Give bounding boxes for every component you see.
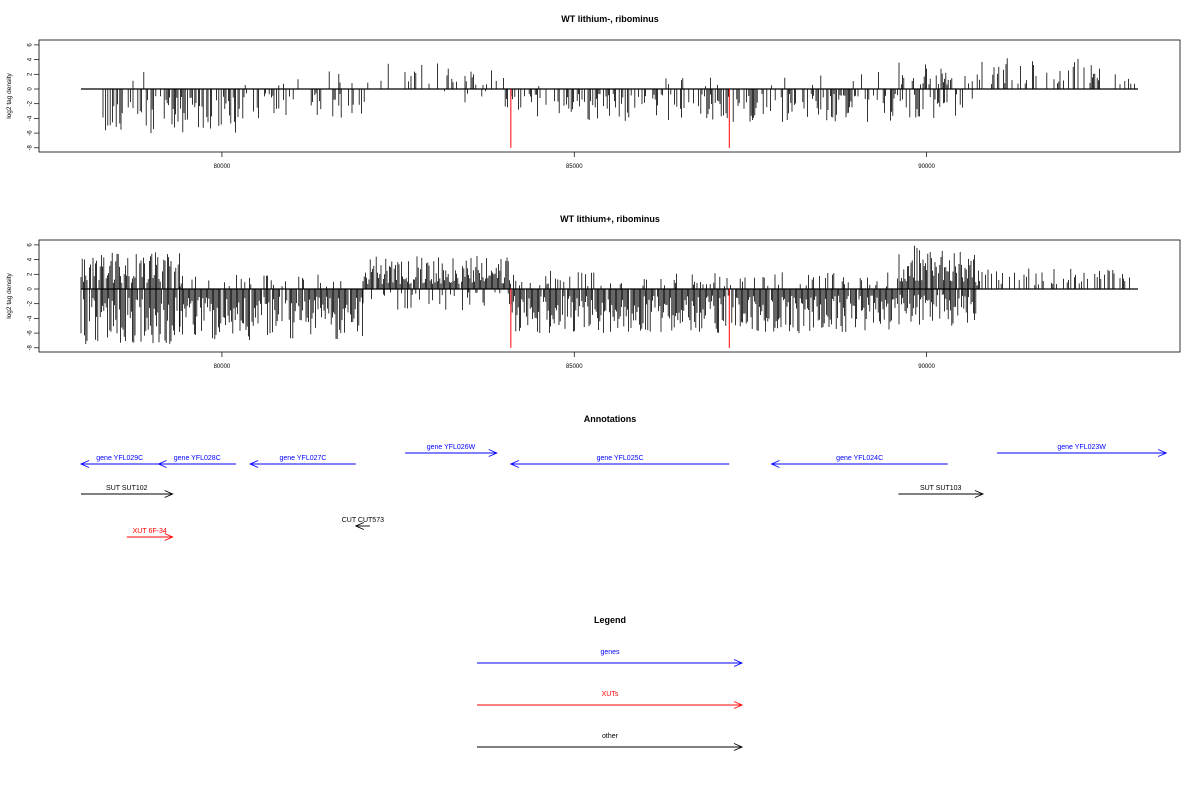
annotation-label: gene YFL024C bbox=[836, 455, 883, 462]
annotation-label: gene YFL027C bbox=[279, 455, 326, 462]
legend: genes XUTs other bbox=[477, 649, 744, 751]
x-tick-label: 85000 bbox=[566, 164, 583, 170]
bars bbox=[80, 245, 1130, 345]
legend-title: Legend bbox=[594, 615, 626, 625]
annotation-label: SUT SUT103 bbox=[920, 485, 962, 492]
y-tick-label: 6 bbox=[28, 43, 34, 47]
legend-label: other bbox=[602, 733, 619, 740]
y-tick-label: 2 bbox=[28, 72, 34, 76]
y-tick-label: 2 bbox=[28, 272, 34, 276]
annotation-label: gene YFL026W bbox=[427, 444, 476, 451]
y-tick-label: -8 bbox=[28, 144, 34, 150]
annotation-gene-arrow: gene YFL025C bbox=[509, 455, 730, 468]
y-tick-label: 0 bbox=[28, 287, 34, 291]
annotation-label: gene YFL023W bbox=[1057, 444, 1106, 451]
y-tick-label: -2 bbox=[28, 300, 34, 306]
annotation-label: XUT 6F-34 bbox=[133, 528, 167, 535]
annotation-gene-arrow: gene YFL027C bbox=[248, 455, 356, 468]
y-axis-label: log2 tag density bbox=[6, 272, 13, 318]
legend-other-arrow: other bbox=[477, 733, 744, 751]
annotation-label: gene YFL028C bbox=[174, 455, 221, 462]
y-tick-label: -4 bbox=[28, 315, 34, 321]
y-tick-label: -6 bbox=[28, 130, 34, 136]
x-tick-label: 90000 bbox=[918, 164, 935, 170]
y-tick-label: -8 bbox=[28, 344, 34, 350]
x-tick-label: 80000 bbox=[214, 164, 231, 170]
annotation-label: CUT CUT573 bbox=[342, 517, 384, 524]
highlight-lines bbox=[510, 89, 730, 148]
annotation-gene-arrow: gene YFL023W bbox=[997, 444, 1168, 457]
track-panel-lithium-plus: WT lithium+, ribominus log2 tag density … bbox=[6, 214, 1181, 370]
y-tick-label: -4 bbox=[28, 115, 34, 121]
bars bbox=[102, 58, 1135, 134]
annotation-gene-arrow: gene YFL026W bbox=[405, 444, 498, 457]
annotation-gene-arrow: gene YFL028C bbox=[157, 455, 237, 468]
axes: 6 4 2 0 -2 -4 -6 -8 80000 85000 90000 bbox=[28, 243, 936, 370]
annotation-label: gene YFL029C bbox=[96, 455, 143, 462]
annotation-gene-arrow: gene YFL029C bbox=[79, 455, 159, 468]
legend-label: XUTs bbox=[602, 691, 619, 698]
panel-title: WT lithium-, ribominus bbox=[561, 14, 659, 24]
y-axis-label: log2 tag density bbox=[6, 72, 13, 118]
y-tick-label: -2 bbox=[28, 100, 34, 106]
legend-label: genes bbox=[600, 649, 620, 656]
x-tick-label: 80000 bbox=[214, 364, 231, 370]
annotation-other-arrow: SUT SUT102 bbox=[81, 485, 174, 498]
x-tick-label: 90000 bbox=[918, 364, 935, 370]
y-tick-label: -6 bbox=[28, 330, 34, 336]
annotation-label: SUT SUT102 bbox=[106, 485, 148, 492]
annotation-xut-arrow: XUT 6F-34 bbox=[126, 528, 174, 541]
plot-frame bbox=[38, 239, 1181, 353]
track-panel-lithium-minus: WT lithium-, ribominus log2 tag density … bbox=[6, 14, 1181, 170]
panel-title: WT lithium+, ribominus bbox=[560, 214, 660, 224]
axes: 6 4 2 0 -2 -4 -6 -8 80000 85000 90000 bbox=[28, 43, 936, 170]
y-tick-label: 6 bbox=[28, 243, 34, 247]
plot-frame bbox=[38, 39, 1181, 153]
annotation-gene-arrow: gene YFL024C bbox=[770, 455, 948, 468]
highlight-lines bbox=[510, 289, 730, 348]
y-tick-label: 0 bbox=[28, 87, 34, 91]
annotation-other-arrow: SUT SUT103 bbox=[898, 485, 985, 498]
legend-genes-arrow: genes bbox=[477, 649, 744, 667]
legend-xuts-arrow: XUTs bbox=[477, 691, 744, 709]
x-tick-label: 85000 bbox=[566, 364, 583, 370]
y-tick-label: 4 bbox=[28, 257, 34, 261]
annotation-features: gene YFL029C gene YFL028C gene YFL027C gene… bbox=[79, 444, 1168, 541]
annotations-title: Annotations bbox=[584, 414, 637, 424]
annotation-other-arrow: CUT CUT573 bbox=[342, 517, 384, 530]
y-tick-label: 4 bbox=[28, 57, 34, 61]
annotation-label: gene YFL025C bbox=[597, 455, 644, 462]
